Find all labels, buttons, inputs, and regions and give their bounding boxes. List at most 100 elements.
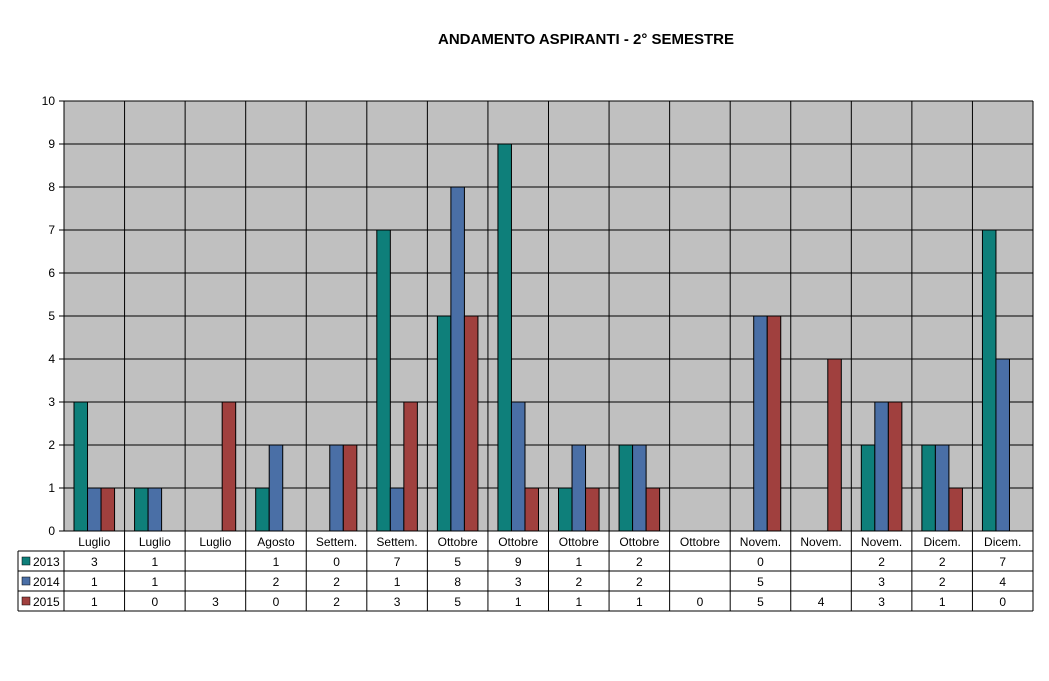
category-label: Agosto xyxy=(257,535,295,549)
bar-2014 xyxy=(571,444,587,532)
legend-swatch-2014 xyxy=(21,576,31,586)
data-label: 0 xyxy=(273,595,280,609)
data-label: 3 xyxy=(878,575,885,589)
data-label: 1 xyxy=(575,555,582,569)
bar-2013 xyxy=(558,487,573,532)
data-label: 0 xyxy=(697,595,704,609)
bar-2014 xyxy=(632,444,647,532)
category-label: Ottobre xyxy=(438,535,478,549)
bar-2015 xyxy=(887,401,903,532)
bar-2015 xyxy=(948,487,963,532)
y-tick-label: 8 xyxy=(48,180,55,194)
bar-2014 xyxy=(753,315,768,532)
data-label: 7 xyxy=(394,555,401,569)
y-tick-label: 3 xyxy=(48,395,55,409)
category-label: Novem. xyxy=(800,535,841,549)
bar-2013 xyxy=(981,229,997,532)
data-label: 0 xyxy=(152,595,159,609)
y-tick-label: 1 xyxy=(48,481,55,495)
data-label: 0 xyxy=(757,555,764,569)
bar-2014 xyxy=(934,444,950,532)
bars xyxy=(73,143,1010,532)
data-label: 1 xyxy=(939,595,946,609)
bar-2015 xyxy=(585,487,600,532)
legend-swatch-2013 xyxy=(21,556,31,566)
bar-2014 xyxy=(874,401,889,532)
bar-2014 xyxy=(87,487,102,532)
category-label: Novem. xyxy=(861,535,902,549)
data-label: 2 xyxy=(333,575,340,589)
data-label: 1 xyxy=(152,575,159,589)
bar-2015 xyxy=(524,487,540,532)
y-tick-label: 6 xyxy=(48,266,55,280)
bar-2013 xyxy=(73,401,89,532)
data-label: 2 xyxy=(878,555,885,569)
bar-2013 xyxy=(255,487,270,532)
axes: 0 1 2 3 4 5 6 7 8 9 10 xyxy=(42,94,1034,538)
data-label: 9 xyxy=(515,555,522,569)
y-tick-label: 7 xyxy=(48,223,55,237)
data-label: 1 xyxy=(575,595,582,609)
data-label: 5 xyxy=(757,575,764,589)
data-label: 0 xyxy=(999,595,1006,609)
category-label: Novem. xyxy=(740,535,781,549)
category-label: Settem. xyxy=(316,535,357,549)
data-label: 2 xyxy=(333,595,340,609)
bar-2015 xyxy=(342,444,358,532)
data-label: 4 xyxy=(818,595,825,609)
data-label: 2 xyxy=(939,555,946,569)
data-label: 2 xyxy=(636,575,643,589)
data-label: 3 xyxy=(394,595,401,609)
category-label: Ottobre xyxy=(619,535,659,549)
chart-title: ANDAMENTO ASPIRANTI - 2° SEMESTRE xyxy=(437,31,735,48)
bar-2014 xyxy=(450,186,465,532)
y-tick-label: 4 xyxy=(48,352,55,366)
data-label: 2 xyxy=(273,575,280,589)
bar-2013 xyxy=(134,487,149,532)
bar-2013 xyxy=(436,315,452,532)
data-label: 2 xyxy=(636,555,643,569)
legend-label-2013: 2013 xyxy=(33,555,60,569)
data-label: 1 xyxy=(273,555,280,569)
data-label: 2 xyxy=(939,575,946,589)
data-label: 2 xyxy=(575,575,582,589)
category-label: Ottobre xyxy=(680,535,720,549)
bar-2015 xyxy=(221,401,237,532)
bar-2015 xyxy=(766,315,782,532)
category-label: Luglio xyxy=(139,535,171,549)
data-label: 1 xyxy=(636,595,643,609)
category-label: Dicem. xyxy=(984,535,1021,549)
category-label: Dicem. xyxy=(923,535,960,549)
bar-2013 xyxy=(921,444,936,532)
data-label: 0 xyxy=(333,555,340,569)
y-tick-label: 0 xyxy=(48,524,55,538)
data-label: 3 xyxy=(515,575,522,589)
bar-2015 xyxy=(463,315,479,532)
bar-2015 xyxy=(827,358,842,532)
bar-2014 xyxy=(147,487,163,532)
y-tick-label: 5 xyxy=(48,309,55,323)
bar-2013 xyxy=(497,143,512,532)
bar-2013 xyxy=(618,444,634,532)
y-tick-label: 9 xyxy=(48,137,55,151)
category-label: Settem. xyxy=(376,535,417,549)
data-label: 7 xyxy=(999,555,1006,569)
bar-2014 xyxy=(268,444,284,532)
y-tick-label: 10 xyxy=(42,94,56,108)
category-label: Luglio xyxy=(78,535,110,549)
data-label: 3 xyxy=(212,595,219,609)
data-label: 1 xyxy=(515,595,522,609)
data-label: 5 xyxy=(454,555,461,569)
category-label: Ottobre xyxy=(498,535,538,549)
data-label: 1 xyxy=(91,575,98,589)
data-label: 1 xyxy=(394,575,401,589)
data-label: 1 xyxy=(91,595,98,609)
data-label: 4 xyxy=(999,575,1006,589)
data-label: 8 xyxy=(454,575,461,589)
bar-2015 xyxy=(645,487,661,532)
category-label: Ottobre xyxy=(559,535,599,549)
legend-label-2015: 2015 xyxy=(33,595,60,609)
data-label: 1 xyxy=(152,555,159,569)
data-label: 3 xyxy=(878,595,885,609)
